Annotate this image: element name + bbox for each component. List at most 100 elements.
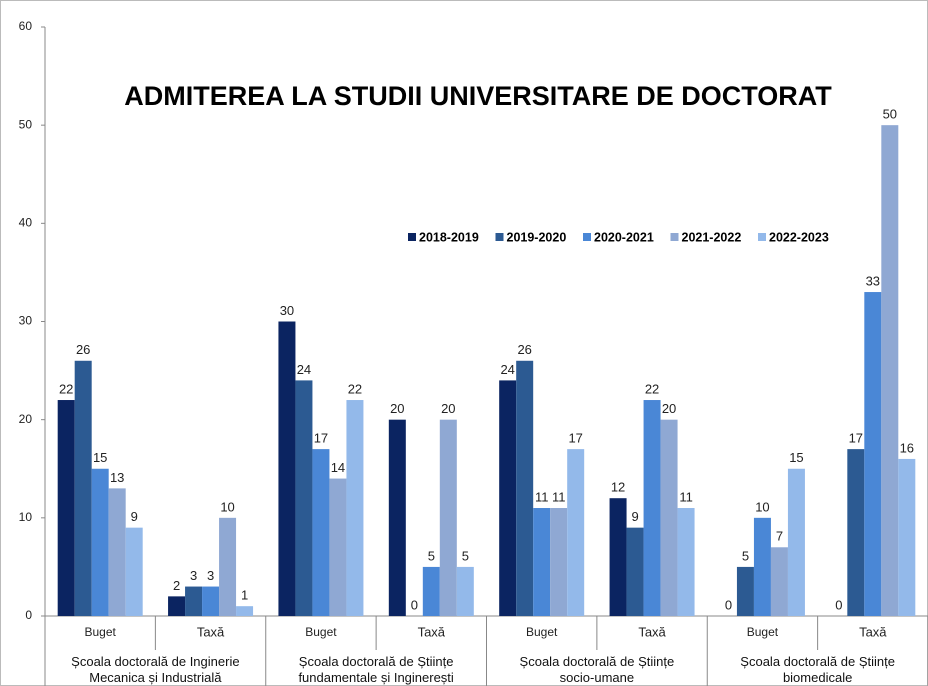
data-label: 5: [462, 548, 469, 563]
data-label: 24: [297, 362, 311, 377]
data-label: 0: [411, 597, 418, 612]
x-tick-label: Buget: [747, 625, 779, 639]
data-label: 0: [835, 597, 842, 612]
data-label: 22: [645, 381, 659, 396]
legend-label: 2018-2019: [419, 230, 479, 244]
legend-swatch: [758, 233, 766, 241]
y-tick-label: 10: [19, 510, 33, 524]
bar: [898, 458, 916, 616]
chart-title: ADMITEREA LA STUDII UNIVERSITARE DE DOCT…: [124, 81, 832, 111]
x-tick-label: Buget: [305, 625, 337, 639]
bar: [125, 527, 143, 616]
data-label: 12: [611, 480, 625, 495]
bar: [236, 606, 254, 616]
legend-label: 2020-2021: [594, 230, 654, 244]
group-label: Școala doctorală de Științe socio-umane: [519, 654, 675, 685]
legend-label: 2021-2022: [682, 230, 742, 244]
data-label: 9: [131, 509, 138, 524]
y-tick-label: 40: [19, 216, 33, 230]
x-tick-label: Taxă: [418, 624, 446, 639]
data-label: 33: [866, 273, 880, 288]
data-label: 30: [280, 303, 294, 318]
bar: [567, 449, 585, 616]
data-label: 5: [428, 548, 435, 563]
bar: [185, 586, 203, 616]
x-tick-label: Taxă: [859, 624, 887, 639]
group-label: Școala doctorală de Științe fundamentale…: [298, 654, 454, 685]
bar: [329, 478, 347, 616]
data-label: 3: [190, 568, 197, 583]
bar: [660, 419, 678, 616]
data-label: 24: [500, 362, 514, 377]
bar: [770, 547, 788, 616]
data-label: 14: [331, 460, 345, 475]
x-tick-label: Buget: [526, 625, 558, 639]
data-label: 26: [76, 342, 90, 357]
data-label: 20: [662, 401, 676, 416]
legend-label: 2022-2023: [769, 230, 829, 244]
data-label: 15: [789, 450, 803, 465]
y-tick-label: 20: [19, 412, 33, 426]
data-label: 50: [883, 107, 897, 122]
bar: [439, 419, 457, 616]
data-label: 9: [631, 509, 638, 524]
legend-swatch: [495, 233, 504, 241]
bar: [864, 292, 882, 616]
data-label: 11: [679, 489, 693, 504]
data-label: 26: [517, 342, 531, 357]
bar: [295, 380, 313, 616]
y-tick-label: 60: [19, 19, 33, 33]
legend-swatch: [670, 233, 679, 241]
data-label: 10: [220, 499, 234, 514]
data-label: 10: [755, 499, 769, 514]
y-tick-label: 50: [19, 117, 33, 131]
data-label: 20: [390, 401, 404, 416]
bar: [736, 566, 754, 616]
data-label: 13: [110, 470, 124, 485]
data-label: 20: [441, 401, 455, 416]
x-tick-label: Buget: [85, 625, 117, 639]
bar: [278, 321, 296, 616]
group-label: Școala doctorală de Științe biomedicale: [740, 654, 895, 685]
x-tick-label: Taxă: [197, 624, 225, 639]
bar: [91, 468, 109, 616]
bar: [202, 586, 220, 616]
bar: [219, 517, 237, 616]
data-label: 22: [348, 381, 362, 396]
data-label: 17: [568, 431, 582, 446]
legend-swatch: [583, 233, 591, 241]
bar: [168, 596, 186, 616]
data-label: 17: [849, 431, 863, 446]
legend-label: 2019-2020: [507, 230, 567, 244]
bar: [456, 566, 474, 616]
data-label: 15: [93, 450, 107, 465]
bar: [499, 380, 517, 616]
bar: [626, 527, 644, 616]
data-label: 11: [535, 489, 549, 504]
bar: [74, 360, 92, 616]
data-label: 3: [207, 568, 214, 583]
bar: [533, 508, 551, 616]
bar: [108, 488, 126, 616]
bar: [753, 517, 771, 616]
data-label: 22: [59, 381, 73, 396]
bar: [312, 449, 330, 616]
group-label: Școala doctorală de Inginerie Mecanica ș…: [71, 654, 240, 685]
bar: [787, 468, 805, 616]
data-label: 0: [725, 597, 732, 612]
bar: [516, 360, 534, 616]
x-tick-label: Taxă: [638, 624, 666, 639]
data-label: 11: [552, 489, 566, 504]
bar: [609, 498, 627, 616]
data-label: 2: [173, 578, 180, 593]
bar: [550, 508, 568, 616]
bar: [881, 125, 899, 617]
bar: [422, 566, 440, 616]
bar: [388, 419, 406, 616]
bar: [346, 400, 364, 616]
data-label: 16: [900, 440, 914, 455]
legend-swatch: [408, 233, 416, 241]
bar: [643, 400, 661, 616]
